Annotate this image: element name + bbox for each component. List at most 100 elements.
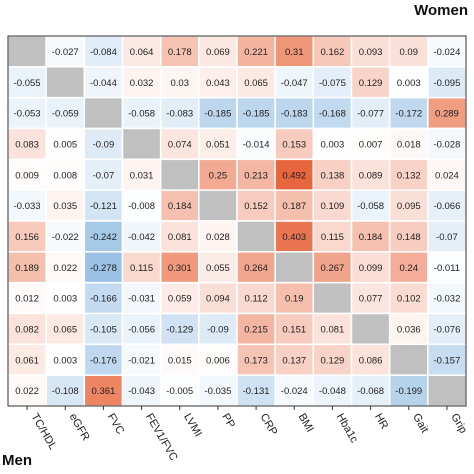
cell-value-label: -0.011 xyxy=(434,263,460,274)
cell-value-label: 0.189 xyxy=(15,263,39,274)
heatmap-cell xyxy=(312,251,353,284)
heatmap-cell xyxy=(350,220,391,253)
cell-value-label: -0.008 xyxy=(128,201,155,212)
cell-value-label: 0.492 xyxy=(282,170,306,181)
diagonal-cell xyxy=(7,35,47,68)
men-label: Men xyxy=(2,452,32,469)
cell-value-label: 0.059 xyxy=(168,294,192,305)
x-tick-label: TC/HDL xyxy=(28,412,58,452)
diagonal-cell xyxy=(45,66,86,99)
cell-value-label: 0.051 xyxy=(206,139,230,150)
cell-value-label: -0.027 xyxy=(52,47,79,58)
cell-value-label: 0.077 xyxy=(359,294,383,305)
heatmap-cell xyxy=(45,281,86,315)
cell-value-label: 0.031 xyxy=(130,170,154,181)
cell-value-label: 0.137 xyxy=(282,355,306,366)
cell-value-label: -0.185 xyxy=(204,109,231,120)
heatmap-cell xyxy=(312,66,353,99)
cell-value-label: 0.095 xyxy=(397,201,421,212)
cell-value-label: 0.115 xyxy=(130,263,153,274)
heatmap-cell xyxy=(274,127,315,161)
cell-value-label: 0.008 xyxy=(53,170,77,181)
cell-value-label: 0.074 xyxy=(168,139,192,150)
cell-value-label: 0.007 xyxy=(359,139,383,150)
heatmap-cell xyxy=(350,343,391,376)
cell-value-label: 0.086 xyxy=(359,355,383,366)
x-tick-label: FEV1/FVC xyxy=(143,412,180,464)
heatmap-cell xyxy=(312,343,353,376)
heatmap-cell xyxy=(159,281,200,315)
heatmap-cell xyxy=(7,251,47,284)
heatmap-cell xyxy=(159,220,200,253)
cell-value-label: 0.187 xyxy=(282,201,306,212)
cell-value-label: -0.058 xyxy=(357,201,384,212)
cell-value-label: -0.032 xyxy=(433,294,460,305)
cell-value-label: -0.105 xyxy=(90,324,117,335)
cell-value-label: -0.242 xyxy=(90,232,117,243)
heatmap-cell xyxy=(274,96,315,130)
cell-value-label: 0.115 xyxy=(321,232,344,243)
cell-value-label: 0.403 xyxy=(282,232,306,243)
cell-value-label: 0.043 xyxy=(206,78,230,89)
heatmap-cell xyxy=(198,374,238,407)
cell-value-label: -0.059 xyxy=(52,109,79,120)
cell-value-label: -0.185 xyxy=(243,109,270,120)
heatmap-cell xyxy=(350,281,391,315)
cell-value-label: -0.068 xyxy=(357,386,384,397)
cell-value-label: -0.005 xyxy=(166,386,193,397)
heatmap-cell xyxy=(236,96,276,130)
cell-value-label: -0.031 xyxy=(128,294,155,305)
diagonal-cell xyxy=(83,96,124,130)
heatmap-cell xyxy=(121,158,162,191)
cell-value-label: -0.199 xyxy=(395,386,422,397)
cell-value-label: 0.03 xyxy=(171,78,190,89)
cell-value-label: -0.035 xyxy=(204,386,231,397)
heatmap-cell xyxy=(312,189,353,222)
x-tick-label: eGFR xyxy=(67,412,92,443)
cell-value-label: 0.173 xyxy=(244,355,268,366)
cell-value-label: -0.044 xyxy=(90,78,117,89)
cell-value-label: 0.082 xyxy=(15,324,39,335)
cell-value-label: -0.095 xyxy=(433,78,460,89)
cell-value-label: -0.055 xyxy=(14,78,41,89)
heatmap-cell xyxy=(121,35,162,68)
cell-value-label: 0.005 xyxy=(53,139,77,150)
diagonal-cell xyxy=(388,343,429,376)
cell-value-label: 0.032 xyxy=(130,78,154,89)
cell-value-label: 0.184 xyxy=(359,232,383,243)
cell-value-label: 0.065 xyxy=(53,324,77,335)
cell-value-label: 0.064 xyxy=(130,47,154,58)
cell-value-label: 0.215 xyxy=(244,324,268,335)
cell-value-label: 0.036 xyxy=(397,324,421,335)
cell-value-label: 0.129 xyxy=(359,78,383,89)
heatmap-cell xyxy=(159,343,200,376)
cell-value-label: -0.043 xyxy=(128,386,155,397)
cell-value-label: 0.19 xyxy=(285,294,304,305)
heatmap-cell xyxy=(121,189,162,222)
cell-value-label: -0.058 xyxy=(128,109,155,120)
x-tick-label: CRP xyxy=(257,412,279,438)
cell-value-label: 0.151 xyxy=(282,324,306,335)
cell-value-label: 0.093 xyxy=(359,47,383,58)
heatmap-cell xyxy=(83,312,124,346)
heatmap-cell xyxy=(236,374,276,407)
cell-value-label: 0.109 xyxy=(321,201,345,212)
diagonal-cell xyxy=(198,189,238,222)
heatmap-cell xyxy=(236,343,276,376)
heatmap-cell xyxy=(236,281,276,315)
heatmap-cell xyxy=(45,312,86,346)
heatmap-cell xyxy=(7,220,47,253)
cell-value-label: -0.108 xyxy=(52,386,79,397)
heatmap-cell xyxy=(427,220,467,253)
diagonal-cell xyxy=(121,127,162,161)
heatmap-cell xyxy=(7,66,47,99)
cell-value-label: -0.168 xyxy=(319,109,346,120)
heatmap-cell xyxy=(236,127,276,161)
heatmap-cell xyxy=(198,312,238,346)
cell-value-label: 0.289 xyxy=(435,109,459,120)
cell-value-label: -0.129 xyxy=(166,324,193,335)
diagonal-cell xyxy=(312,281,353,315)
heatmap-cell xyxy=(159,127,200,161)
cell-value-label: 0.003 xyxy=(53,294,77,305)
